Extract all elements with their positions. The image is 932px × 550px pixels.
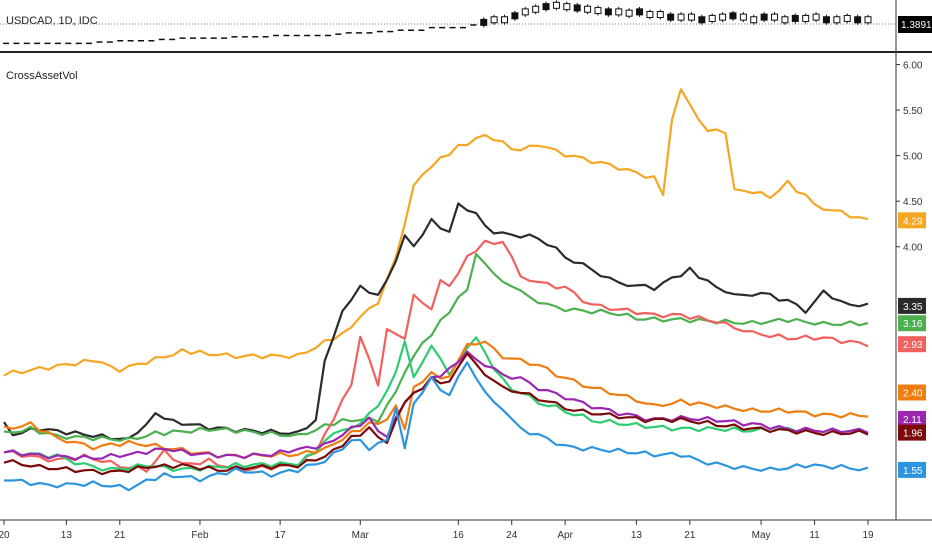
candle-body: [646, 11, 654, 18]
candle-body: [501, 16, 509, 24]
value-tag-6: [898, 410, 926, 427]
candle-body: [542, 3, 550, 11]
y-tick-label: 5.00: [903, 152, 923, 163]
value-tag-5: [898, 384, 926, 401]
candle-body: [833, 16, 841, 24]
candle-body: [656, 11, 664, 18]
indicator-title: CrossAssetVol: [6, 70, 78, 82]
value-tag-label-7: 1.96: [903, 429, 923, 440]
candles-group: [3, 0, 872, 45]
candle-body: [854, 16, 862, 24]
candle-body: [771, 13, 779, 21]
x-tick-label: 21: [684, 530, 696, 541]
x-tick-label: Feb: [191, 530, 209, 541]
x-tick-label: 24: [506, 530, 518, 541]
candle-body: [636, 8, 644, 16]
candle-body: [521, 8, 529, 16]
value-tag-label-1: 3.35: [903, 302, 923, 313]
y-tick-label: 6.00: [903, 61, 923, 72]
x-tick-label: May: [752, 530, 771, 541]
x-tick-label: 17: [275, 530, 287, 541]
candle-body: [594, 7, 602, 15]
candle-body: [719, 13, 727, 21]
series-line-0: [3, 88, 869, 377]
candle-body: [511, 12, 519, 20]
candle-body: [687, 13, 695, 21]
candle-body: [573, 4, 581, 12]
candle-body: [812, 13, 820, 21]
value-tag-2: [898, 315, 926, 332]
x-tick-label: 19: [862, 530, 874, 541]
x-tick-label: 20: [0, 530, 10, 541]
candle-body: [760, 13, 768, 21]
x-axis[interactable]: 20 13 21 Feb 17 Mar 16 24 Apr 13 21 May 11 19: [0, 520, 874, 541]
last-price-tag: [898, 16, 932, 33]
x-tick-label: 21: [114, 530, 126, 541]
y-tick-label: 4.50: [903, 197, 923, 208]
candle-body: [781, 16, 789, 24]
candle-body: [667, 13, 675, 21]
series-line-6: [3, 350, 869, 461]
last-price-value: 1.38910: [901, 20, 932, 31]
candle-body: [822, 16, 830, 24]
series-line-1: [3, 202, 869, 441]
series-line-8: [4, 361, 869, 492]
value-tags: 4.293.353.162.931.982.402.111.961.55: [898, 212, 926, 478]
price-pane-title: USDCAD, 1D, IDC: [6, 15, 98, 27]
candle-body: [490, 16, 498, 24]
value-tag-label-0: 4.29: [903, 216, 923, 227]
candle-body: [791, 14, 799, 22]
value-tag-label-8: 1.55: [903, 466, 923, 477]
candle-body: [604, 8, 612, 16]
y-tick-label: 4.00: [903, 243, 923, 254]
indicator-pane[interactable]: CrossAssetVol: [3, 70, 869, 492]
x-tick-label: Apr: [557, 530, 573, 541]
y-axis[interactable]: 6.00 5.50 5.00 4.50 4.00: [896, 61, 923, 254]
candle-body: [864, 16, 872, 24]
x-tick-label: Mar: [352, 530, 370, 541]
value-tag-label-3: 2.93: [903, 340, 923, 351]
candle-body: [739, 13, 747, 21]
x-tick-label: 13: [631, 530, 643, 541]
candle-body: [677, 13, 685, 21]
series-line-5: [3, 340, 869, 460]
candle-body: [729, 12, 737, 20]
x-tick-label: 13: [61, 530, 73, 541]
candle-body: [843, 14, 851, 22]
series-line-2: [3, 253, 869, 442]
series-lines: [3, 88, 869, 492]
value-tag-8: [898, 461, 926, 478]
x-tick-label: 11: [809, 530, 820, 541]
candle-body: [584, 5, 592, 13]
y-tick-label: 5.50: [903, 106, 923, 117]
candle-body: [750, 16, 758, 24]
candle-body: [708, 14, 716, 22]
candle-body: [532, 5, 540, 13]
candle-body: [615, 8, 623, 16]
candle-body: [480, 18, 488, 26]
value-tag-3: [898, 336, 926, 353]
candle-body: [802, 14, 810, 22]
value-tag-label-2: 3.16: [903, 319, 923, 330]
series-line-4: [3, 336, 869, 473]
x-tick-label: 16: [453, 530, 465, 541]
candle-body: [625, 9, 633, 17]
candle-body: [563, 3, 571, 11]
candle-body: [552, 1, 560, 9]
value-tag-0: [898, 212, 926, 229]
series-line-3: [3, 239, 869, 473]
price-pane[interactable]: USDCAD, 1D, IDC 1.38910: [0, 0, 932, 45]
candle-body: [698, 16, 706, 24]
value-tag-1: [898, 297, 926, 314]
value-tag-7: [898, 424, 926, 441]
value-tag-label-5: 2.40: [903, 389, 923, 400]
value-tag-label-6: 2.11: [903, 415, 922, 426]
series-line-7: [3, 352, 869, 476]
